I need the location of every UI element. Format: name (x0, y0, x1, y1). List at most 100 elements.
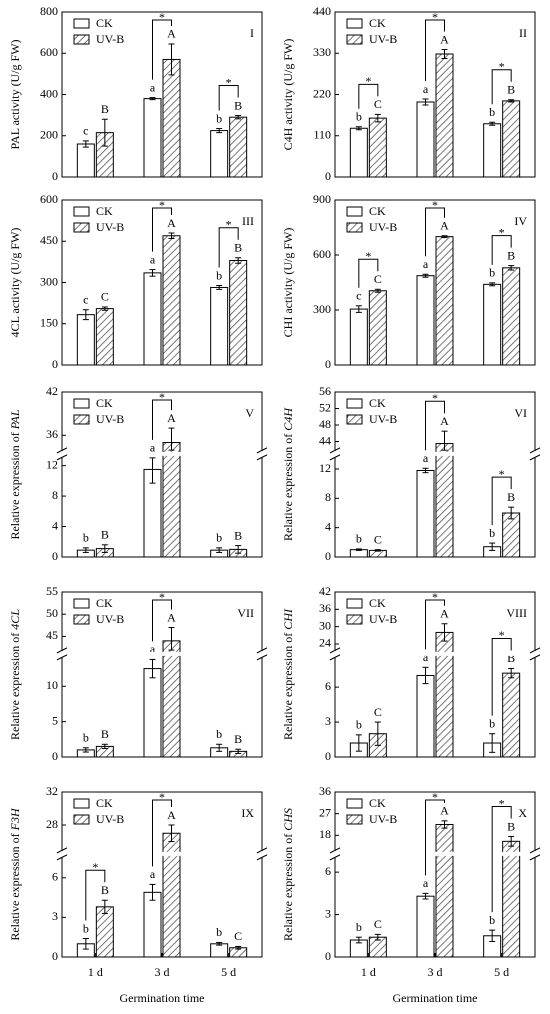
legend-label: UV-B (96, 412, 124, 426)
y-tick-label: 4 (52, 518, 58, 532)
y-axis-label-text: C4H activity (U/g FW) (281, 39, 295, 151)
axis-break-mark (56, 847, 68, 854)
letter-label: B (507, 490, 515, 504)
letter-label: A (440, 32, 449, 46)
y-tick-label: 600 (40, 45, 58, 59)
y-tick-label: 48 (319, 417, 331, 431)
letter-label: a (150, 867, 156, 881)
letter-label: B (234, 528, 242, 542)
legend-swatch (73, 206, 90, 217)
legend-label: UV-B (96, 812, 124, 826)
error-bar (168, 232, 175, 239)
significance-bracket (218, 85, 239, 111)
axis-break-mark (529, 854, 541, 861)
y-tick-label: 3 (325, 714, 331, 728)
legend-label: CK (96, 796, 113, 810)
error-bar (168, 824, 175, 842)
bar (143, 98, 162, 178)
letter-label: a (423, 650, 429, 664)
legend-swatch (73, 798, 90, 809)
panel-label: VI (514, 406, 527, 420)
axis-break-mark (329, 847, 341, 854)
axis-break-mark (256, 654, 268, 661)
axis-break-gap (336, 451, 534, 456)
axis-break-gap (257, 650, 267, 657)
axis-break-mark (56, 854, 68, 861)
y-tick-label: 150 (40, 316, 58, 330)
letter-label: b (489, 105, 495, 119)
legend-label: UV-B (369, 812, 397, 826)
letter-label: b (489, 526, 495, 540)
error-bar (422, 467, 429, 474)
error-bar (82, 747, 89, 753)
significance-bracket (425, 19, 445, 81)
y-axis-label: Relative expression of C4H (281, 407, 295, 541)
legend-swatch (73, 614, 90, 625)
y-tick-label: 12 (46, 457, 58, 471)
axis-break-mark (529, 647, 541, 654)
error-bar (101, 118, 108, 147)
letter-label: C (101, 290, 109, 304)
letter-label: A (167, 610, 176, 624)
y-tick-label: 52 (319, 400, 331, 414)
letter-label: a (423, 876, 429, 890)
letter-label: B (507, 83, 515, 97)
y-tick-label: 12 (319, 461, 331, 475)
y-tick-label: 50 (46, 606, 58, 620)
legend-swatch (73, 814, 90, 825)
significance-bracket (358, 83, 379, 109)
error-bar (355, 936, 362, 944)
bar (416, 674, 435, 758)
significance-bracket (491, 476, 512, 526)
y-tick-label: 10 (46, 678, 58, 692)
significance-label: * (499, 225, 505, 239)
legend-swatch (73, 222, 90, 233)
y-axis-label-text: Relative expression of (8, 630, 22, 740)
y-tick-label: 30 (319, 618, 331, 632)
legend-swatch (73, 398, 90, 409)
y-axis-label: 4CL activity (U/g FW) (8, 228, 22, 338)
error-bar (216, 941, 223, 946)
y-tick-label: 55 (46, 584, 58, 598)
error-bar (235, 115, 242, 120)
error-bar (149, 883, 156, 901)
axis-break-mark (529, 847, 541, 854)
axis-break-mark (256, 454, 268, 461)
x-tick-label: 5 d (221, 965, 236, 979)
legend-swatch (346, 614, 363, 625)
x-tick-label: 1 d (88, 965, 103, 979)
letter-label: C (374, 532, 382, 546)
plot-frame (61, 591, 263, 758)
letter-label: a (150, 441, 156, 455)
bar (502, 100, 521, 178)
axis-break-mark (256, 847, 268, 854)
error-bar (374, 549, 381, 552)
y-tick-label: 24 (319, 636, 331, 650)
legend-label: CK (96, 16, 113, 30)
legend-label: UV-B (369, 32, 397, 46)
error-bar (355, 548, 362, 551)
error-bar (355, 305, 362, 313)
bar (435, 823, 454, 958)
significance-bracket (491, 806, 512, 913)
letter-label: C (374, 97, 382, 111)
bar (95, 308, 114, 366)
bar (416, 275, 435, 366)
y-axis-gene: 4CL (8, 609, 22, 630)
legend-swatch (73, 598, 90, 609)
legend-swatch (346, 18, 363, 29)
y-tick-label: 42 (46, 384, 58, 398)
y-tick-label: 6 (52, 870, 58, 884)
bar (502, 840, 521, 958)
significance-label: * (499, 60, 505, 74)
letter-label: C (374, 705, 382, 719)
y-axis-label-text: Relative expression of (8, 830, 22, 940)
y-tick-label: 0 (325, 749, 331, 763)
significance-bracket (218, 227, 239, 268)
y-axis-gene: C4H (281, 407, 295, 431)
panel-label: X (518, 806, 527, 820)
axis-break-gap (63, 451, 261, 456)
legend-swatch (346, 798, 363, 809)
error-bar (149, 97, 156, 101)
error-bar (508, 99, 515, 103)
